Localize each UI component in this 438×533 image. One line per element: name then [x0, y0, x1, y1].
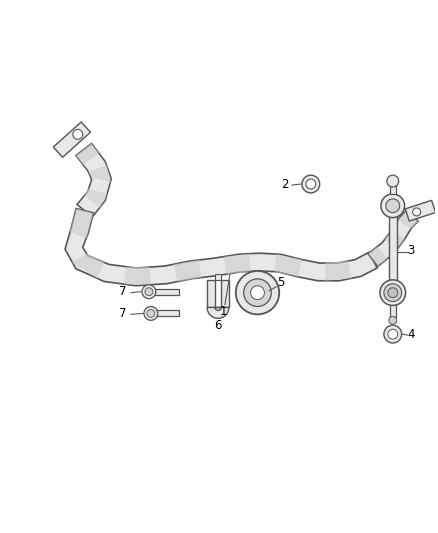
Text: 6: 6 — [214, 319, 222, 332]
Polygon shape — [85, 189, 107, 207]
Polygon shape — [207, 308, 229, 318]
Circle shape — [244, 279, 271, 306]
Circle shape — [386, 199, 400, 213]
Text: 1: 1 — [220, 304, 227, 318]
Polygon shape — [53, 122, 91, 157]
Circle shape — [387, 175, 399, 187]
Circle shape — [302, 175, 320, 193]
Polygon shape — [173, 260, 201, 281]
Text: 5: 5 — [277, 276, 285, 289]
Circle shape — [147, 310, 155, 317]
Circle shape — [384, 325, 402, 343]
Text: 3: 3 — [408, 244, 415, 257]
Circle shape — [306, 179, 316, 189]
Circle shape — [384, 284, 402, 302]
Circle shape — [388, 288, 398, 297]
Polygon shape — [389, 216, 397, 285]
Polygon shape — [154, 289, 179, 295]
Circle shape — [144, 306, 158, 320]
Polygon shape — [72, 254, 104, 279]
Circle shape — [145, 288, 153, 296]
Polygon shape — [325, 261, 352, 281]
Polygon shape — [368, 210, 418, 266]
Circle shape — [236, 271, 279, 314]
Polygon shape — [215, 274, 221, 280]
Circle shape — [389, 317, 397, 324]
Polygon shape — [76, 143, 99, 165]
Circle shape — [73, 130, 83, 139]
Polygon shape — [390, 184, 396, 194]
Polygon shape — [70, 208, 93, 238]
Circle shape — [381, 194, 405, 217]
Polygon shape — [224, 254, 251, 274]
Polygon shape — [368, 246, 387, 266]
Circle shape — [380, 280, 406, 305]
Circle shape — [413, 208, 420, 216]
Circle shape — [251, 286, 265, 300]
Polygon shape — [405, 200, 435, 221]
Circle shape — [142, 285, 156, 298]
Polygon shape — [76, 143, 111, 217]
Polygon shape — [221, 280, 229, 308]
Text: 7: 7 — [119, 307, 127, 320]
Polygon shape — [124, 266, 151, 285]
Polygon shape — [88, 165, 111, 183]
Polygon shape — [156, 310, 179, 317]
Circle shape — [388, 329, 398, 339]
Text: 4: 4 — [408, 328, 415, 341]
Polygon shape — [65, 208, 377, 286]
Polygon shape — [275, 254, 302, 277]
Text: 2: 2 — [281, 177, 289, 191]
Polygon shape — [207, 280, 215, 308]
Polygon shape — [390, 304, 396, 317]
Text: 7: 7 — [119, 285, 127, 298]
Polygon shape — [398, 210, 418, 229]
Polygon shape — [385, 231, 405, 249]
